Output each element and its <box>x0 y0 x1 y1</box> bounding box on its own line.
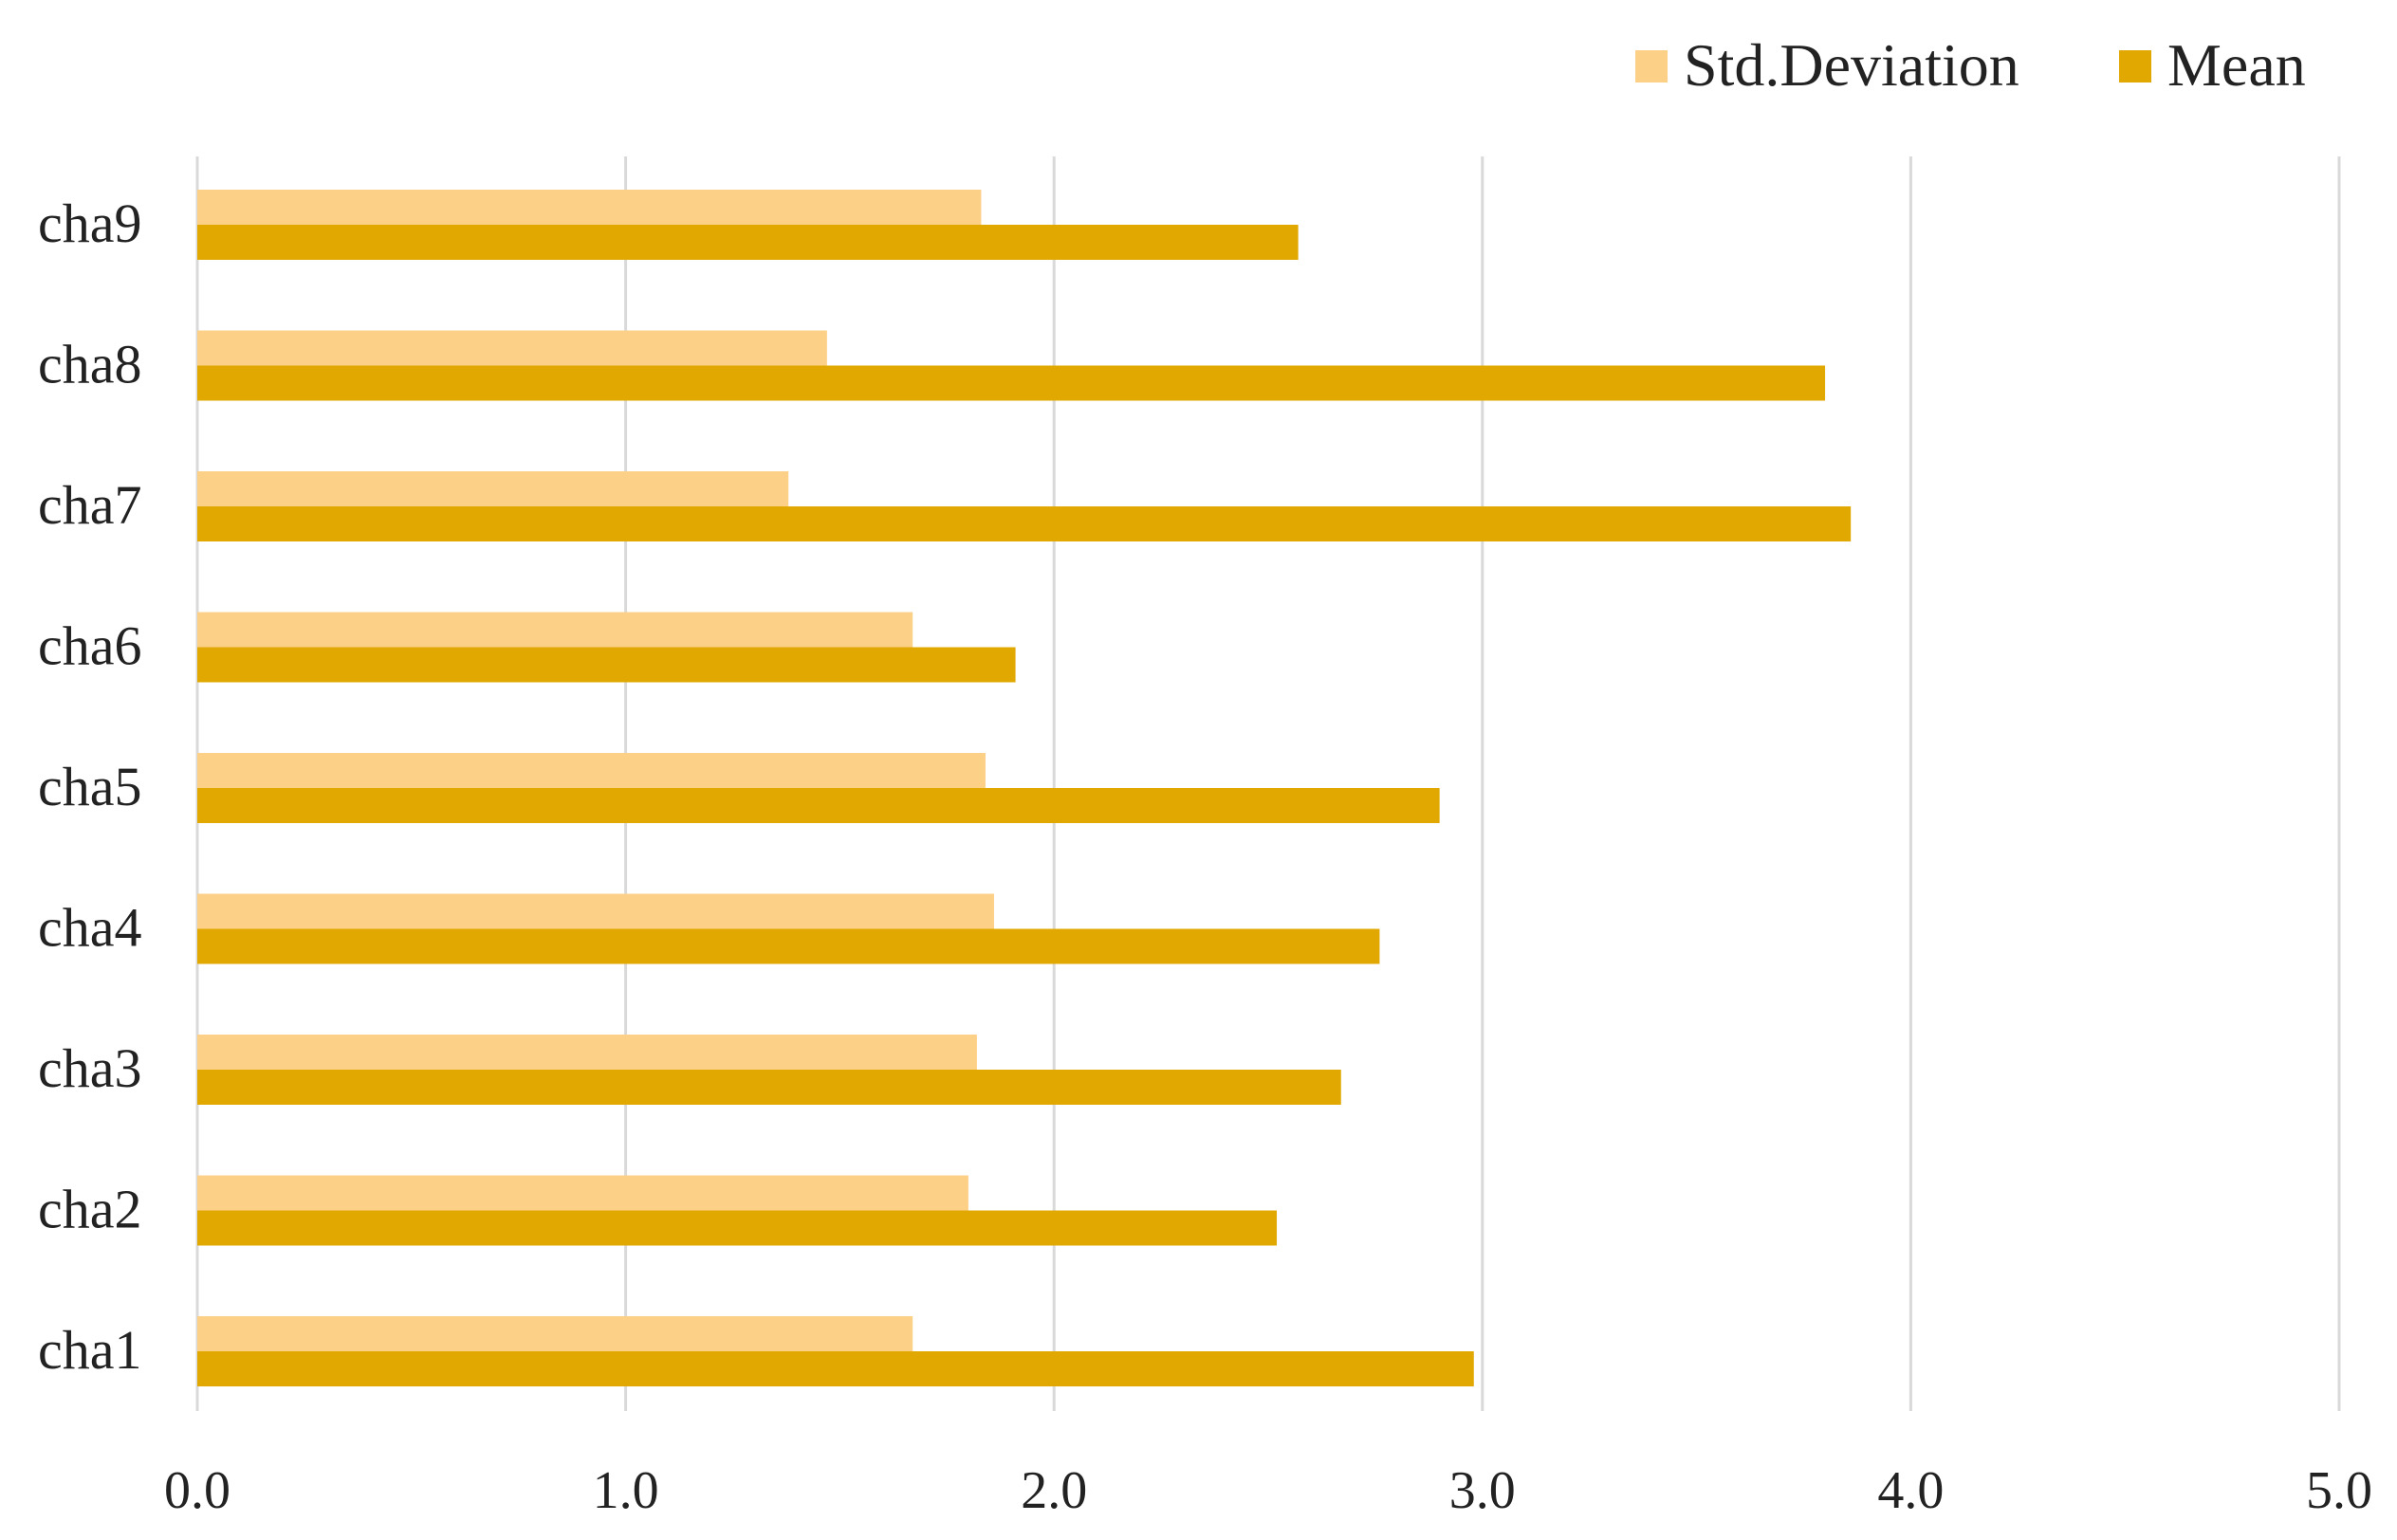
bar-mean-cha4 <box>197 928 1380 964</box>
x-tick-label-2: 2.0 <box>1021 1461 1087 1520</box>
x-tick-label-3: 3.0 <box>1449 1461 1516 1520</box>
category-label-cha3: cha3 <box>38 1037 142 1099</box>
bar-mean-cha1 <box>197 1351 1474 1386</box>
bar-std-deviation-cha1 <box>197 1316 913 1351</box>
bar-mean-cha6 <box>197 647 1016 683</box>
bar-std-deviation-cha8 <box>197 330 827 366</box>
x-axis-tick-labels: 0.0 1.0 2.0 3.0 4.0 5.0 <box>164 1461 2372 1520</box>
x-tick-label-1: 1.0 <box>593 1461 659 1520</box>
bar-std-deviation-cha4 <box>197 893 994 929</box>
x-tick-label-5: 5.0 <box>2306 1461 2372 1520</box>
bar-mean-cha8 <box>197 365 1826 401</box>
bar-mean-cha9 <box>197 225 1299 260</box>
bar-std-deviation-cha6 <box>197 612 913 648</box>
bar-std-deviation-cha9 <box>197 190 982 225</box>
bar-mean-cha2 <box>197 1210 1278 1246</box>
bars <box>197 190 1852 1386</box>
legend-label-mean: Mean <box>2167 31 2306 99</box>
bar-std-deviation-cha3 <box>197 1035 977 1070</box>
legend-label-std-deviation: Std.Deviation <box>1684 31 2019 99</box>
legend-swatch-mean <box>2119 50 2151 82</box>
bar-std-deviation-cha2 <box>197 1175 968 1211</box>
category-label-cha2: cha2 <box>38 1179 142 1240</box>
bar-mean-cha3 <box>197 1070 1341 1105</box>
category-label-cha1: cha1 <box>38 1319 142 1381</box>
bar-std-deviation-cha5 <box>197 753 986 788</box>
category-label-cha4: cha4 <box>38 897 142 959</box>
legend: Std.Deviation Mean <box>1635 31 2306 99</box>
bar-std-deviation-cha7 <box>197 471 789 506</box>
category-label-cha5: cha5 <box>38 756 142 817</box>
x-tick-label-4: 4.0 <box>1877 1461 1944 1520</box>
category-label-cha9: cha9 <box>38 192 142 254</box>
x-tick-label-0: 0.0 <box>164 1461 230 1520</box>
category-label-cha8: cha8 <box>38 334 142 395</box>
category-label-cha6: cha6 <box>38 615 142 677</box>
legend-swatch-std-deviation <box>1635 50 1668 82</box>
bar-mean-cha7 <box>197 506 1852 541</box>
bar-mean-cha5 <box>197 788 1440 823</box>
category-labels: cha9 cha8 cha7 cha6 cha5 cha4 cha3 cha2 cha1 <box>38 192 142 1381</box>
category-label-cha7: cha7 <box>38 474 142 536</box>
